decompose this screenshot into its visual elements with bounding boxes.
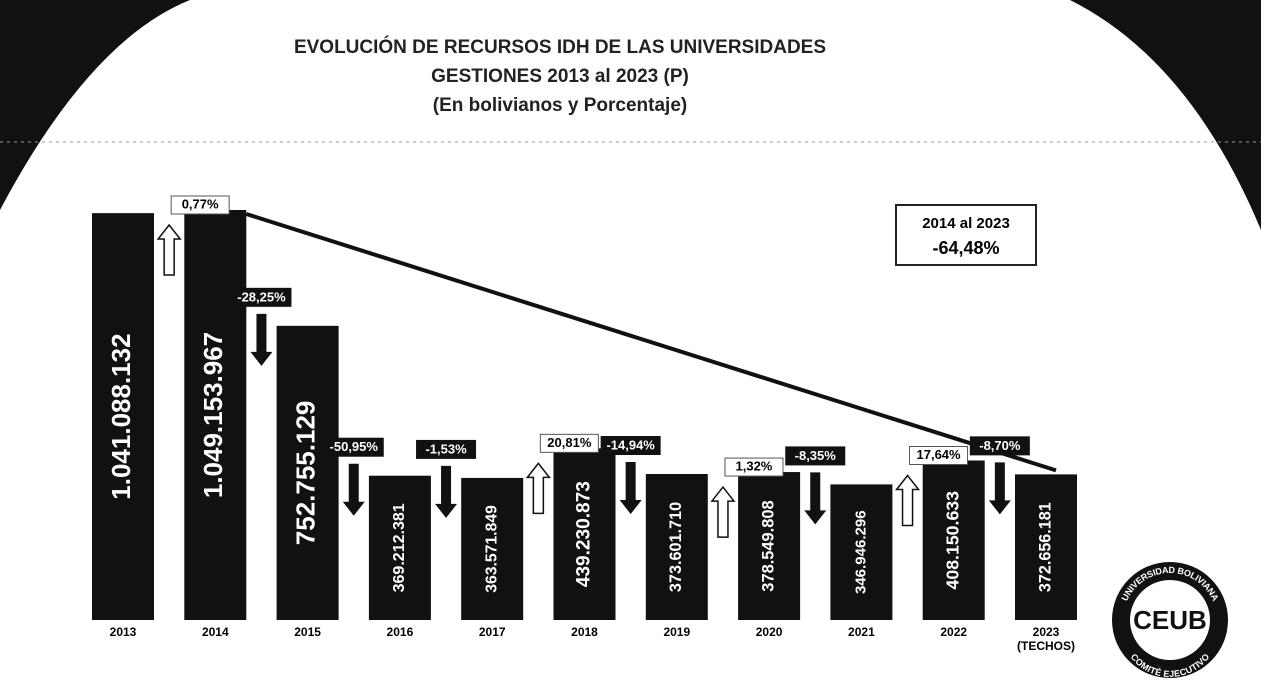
change-label: 17,64%: [917, 447, 962, 462]
bar: [461, 477, 524, 620]
change-label: -1,53%: [425, 441, 467, 456]
change-label: 1,32%: [736, 459, 773, 474]
down-arrow: [988, 462, 1011, 515]
up-arrow: [156, 223, 182, 276]
x-tick-label: 2022: [940, 625, 967, 639]
bar: [92, 213, 154, 621]
change-box: [170, 195, 230, 215]
change-label: -8,35%: [795, 448, 837, 463]
value-label: 378.549.808: [759, 500, 777, 591]
change-label: 20,81%: [547, 435, 592, 450]
change-box: [416, 439, 477, 459]
down-arrow: [342, 463, 365, 516]
change-box: [600, 435, 661, 455]
x-tick-label: 2017: [479, 625, 506, 639]
logo: UNIVERSIDAD BOLIVIANA COMITÉ EJECUTIVO C…: [1112, 562, 1228, 679]
x-tick-label: 2020: [756, 625, 783, 639]
change-label: 0,77%: [182, 196, 219, 211]
change-box: [724, 457, 784, 477]
value-label: 346.946.296: [852, 510, 869, 594]
x-tick-label: 2015: [294, 625, 321, 639]
value-label: 1.049.153.967: [198, 332, 228, 498]
change-box: [231, 287, 292, 307]
value-label: 752.755.129: [290, 401, 320, 546]
down-arrow: [250, 313, 273, 366]
bar: [830, 484, 893, 620]
change-box: [785, 446, 846, 466]
change-label: -14,94%: [606, 437, 655, 452]
value-label: 1.041.088.132: [106, 333, 136, 499]
value-label: 439.230.873: [574, 481, 595, 587]
change-label: -8,70%: [979, 438, 1021, 453]
x-tick-label: 2018: [571, 625, 598, 639]
x-tick-label: 2023: [1033, 625, 1060, 639]
bar: [645, 473, 708, 620]
bar: [1015, 474, 1077, 620]
summary-period: 2014 al 2023: [922, 215, 1010, 232]
value-label: 369.212.381: [390, 503, 408, 592]
chart-title: (En bolivianos y Porcentaje): [433, 95, 687, 116]
down-arrow: [619, 461, 642, 514]
down-arrow: [435, 465, 458, 518]
chart-title: EVOLUCIÓN DE RECURSOS IDH DE LAS UNIVERS…: [294, 36, 826, 58]
bar: [276, 325, 339, 620]
value-label: 363.571.849: [483, 505, 500, 593]
bar: [922, 460, 985, 620]
summary-box: [895, 204, 1037, 266]
up-arrow: [525, 462, 551, 515]
x-tick-label: 2016: [387, 625, 414, 639]
bar: [184, 210, 247, 620]
bar: [738, 472, 801, 620]
x-tick-label: 2019: [663, 625, 690, 639]
summary-value: -64,48%: [932, 238, 999, 258]
corner-shape: [1070, 0, 1261, 230]
change-box: [323, 437, 384, 457]
down-arrow: [804, 472, 827, 525]
logo-name: CEUB: [1133, 605, 1207, 635]
x-tick-label: 2013: [110, 625, 137, 639]
change-box: [539, 433, 599, 453]
change-label: -28,25%: [237, 289, 286, 304]
up-arrow: [710, 485, 736, 538]
x-tick-label: 2021: [848, 625, 875, 639]
up-arrow: [895, 474, 921, 527]
value-label: 373.601.710: [667, 502, 685, 592]
bar: [553, 448, 616, 620]
x-tick-note: (TECHOS): [1017, 639, 1075, 653]
value-label: 372.656.181: [1036, 502, 1054, 592]
logo-center: [1130, 580, 1210, 660]
trend-line: [245, 212, 1057, 473]
bar: [368, 475, 431, 620]
change-box: [909, 445, 969, 465]
value-label: 408.150.633: [942, 491, 962, 590]
x-tick-label: 2014: [202, 625, 229, 639]
chart-title: GESTIONES 2013 al 2023 (P): [431, 66, 689, 87]
corner-shape: [0, 0, 190, 210]
change-label: -50,95%: [330, 439, 379, 454]
change-box: [969, 436, 1030, 456]
